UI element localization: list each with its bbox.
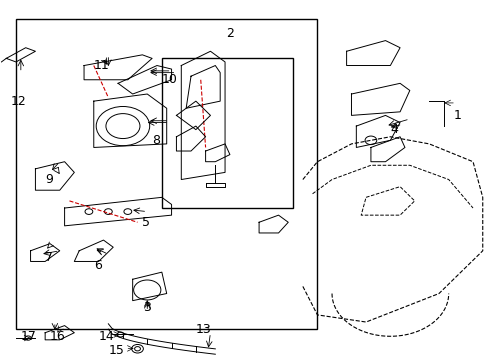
Text: 17: 17 bbox=[21, 330, 37, 343]
Text: 6: 6 bbox=[94, 258, 102, 271]
Text: 4: 4 bbox=[389, 123, 397, 136]
Bar bbox=[16, 19, 317, 329]
Text: 11: 11 bbox=[94, 59, 109, 72]
Text: 9: 9 bbox=[45, 173, 53, 186]
Text: 2: 2 bbox=[225, 27, 233, 40]
Bar bbox=[162, 58, 292, 208]
Text: 8: 8 bbox=[152, 134, 160, 147]
Text: 13: 13 bbox=[196, 323, 211, 336]
Text: 14: 14 bbox=[99, 330, 114, 343]
Text: 7: 7 bbox=[45, 251, 53, 264]
Text: 12: 12 bbox=[11, 95, 27, 108]
Text: 10: 10 bbox=[162, 73, 177, 86]
Text: 5: 5 bbox=[142, 216, 150, 229]
Text: 15: 15 bbox=[108, 344, 124, 357]
Text: 3: 3 bbox=[143, 301, 151, 314]
Text: 16: 16 bbox=[50, 330, 65, 343]
Text: 1: 1 bbox=[453, 109, 461, 122]
